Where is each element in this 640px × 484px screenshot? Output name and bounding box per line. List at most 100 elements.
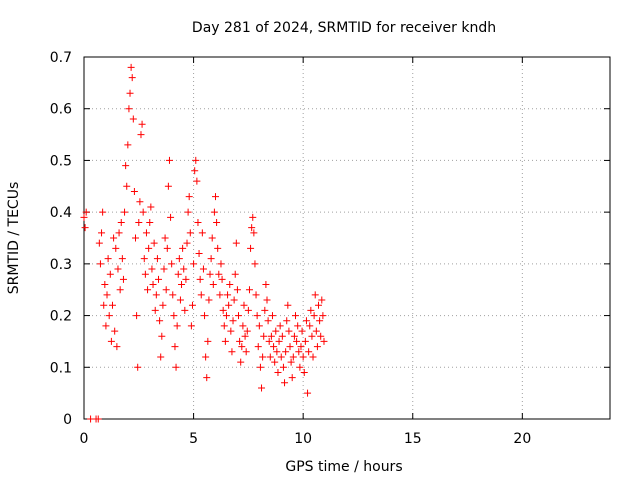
data-point — [249, 213, 257, 221]
data-point — [212, 193, 219, 201]
x-tick-label: 10 — [294, 431, 312, 447]
data-point — [145, 244, 153, 252]
data-point — [294, 322, 302, 330]
data-point — [247, 244, 255, 252]
data-point — [309, 353, 317, 361]
data-point — [317, 332, 325, 340]
data-point — [311, 291, 319, 299]
data-points — [80, 63, 328, 423]
data-point — [107, 337, 115, 345]
data-point — [276, 322, 284, 330]
data-point — [305, 348, 313, 356]
data-point — [118, 255, 126, 263]
data-point — [172, 363, 180, 371]
data-point — [161, 234, 169, 242]
data-point — [197, 291, 205, 299]
x-axis-label: GPS time / hours — [285, 459, 402, 475]
data-point — [287, 358, 295, 366]
data-point — [251, 260, 259, 268]
data-point — [110, 234, 118, 242]
data-point — [206, 270, 214, 278]
y-tick-label: 0.6 — [50, 102, 72, 118]
data-point — [288, 374, 296, 382]
data-point — [180, 265, 188, 273]
chart-title: Day 281 of 2024, SRMTID for receiver knd… — [192, 20, 496, 36]
data-point — [170, 312, 178, 320]
data-point — [245, 286, 253, 294]
data-point — [315, 301, 323, 309]
plot-frame — [83, 56, 611, 420]
data-point — [96, 260, 104, 268]
data-point — [192, 156, 200, 164]
x-tick-label: 15 — [404, 431, 422, 447]
data-point — [106, 270, 114, 278]
data-point — [235, 312, 243, 320]
data-point — [225, 301, 233, 309]
data-point — [175, 255, 183, 263]
data-point — [153, 255, 161, 263]
data-point — [216, 291, 224, 299]
data-point — [318, 296, 326, 304]
data-point — [219, 306, 227, 314]
data-point — [152, 291, 160, 299]
data-point — [94, 415, 102, 423]
data-point — [186, 229, 194, 237]
data-point — [243, 327, 251, 335]
data-point — [165, 156, 173, 164]
data-point — [168, 260, 176, 268]
data-point — [217, 260, 225, 268]
data-point — [188, 301, 196, 309]
data-point — [116, 286, 124, 294]
data-point — [142, 229, 150, 237]
y-tick-label: 0.1 — [50, 360, 72, 376]
data-point — [231, 270, 239, 278]
data-point — [119, 275, 127, 283]
data-point — [298, 327, 306, 335]
y-tick-label: 0.2 — [50, 309, 72, 325]
data-point — [203, 374, 211, 382]
data-point — [275, 337, 283, 345]
data-point — [241, 332, 249, 340]
data-point — [261, 306, 269, 314]
data-point — [229, 317, 237, 325]
data-point — [281, 379, 289, 387]
data-point — [253, 312, 261, 320]
data-point — [167, 213, 175, 221]
data-point — [158, 332, 166, 340]
data-point — [178, 281, 186, 289]
data-point — [198, 229, 206, 237]
data-point — [265, 337, 273, 345]
data-point — [138, 120, 146, 128]
data-point — [114, 265, 122, 273]
data-point — [209, 281, 217, 289]
data-point — [301, 337, 309, 345]
data-point — [159, 301, 167, 309]
y-tick-label: 0.7 — [50, 50, 72, 66]
data-point — [260, 332, 268, 340]
data-point — [190, 260, 198, 268]
data-point — [148, 265, 156, 273]
data-point — [163, 244, 171, 252]
data-point — [149, 281, 157, 289]
data-point — [316, 317, 324, 325]
data-point — [82, 208, 90, 216]
data-point — [255, 322, 263, 330]
data-point — [187, 322, 195, 330]
data-point — [297, 343, 305, 351]
data-point — [205, 296, 213, 304]
data-point — [171, 343, 179, 351]
data-point — [300, 368, 308, 376]
data-point — [263, 296, 271, 304]
axis-ticks: 0 5 10 15 20 0 0.1 0.2 0.3 0.4 0.5 0.6 0.7 — [50, 50, 610, 447]
data-point — [129, 115, 137, 123]
data-point — [319, 312, 327, 320]
data-point — [274, 368, 282, 376]
data-point — [266, 353, 274, 361]
data-point — [224, 291, 232, 299]
data-point — [100, 301, 108, 309]
x-tick-label: 0 — [80, 431, 89, 447]
data-point — [267, 332, 275, 340]
data-point — [228, 348, 236, 356]
data-point — [80, 213, 88, 221]
